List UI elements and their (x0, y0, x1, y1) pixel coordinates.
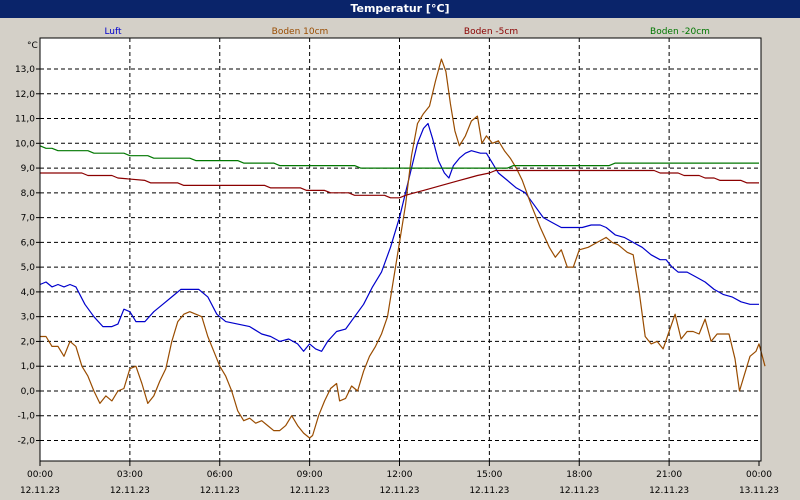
legend-item: Boden -5cm (464, 27, 518, 37)
y-axis-unit: °C (27, 41, 38, 51)
y-tick-label: 3,0 (21, 313, 36, 323)
legend-item: Boden 10cm (272, 27, 329, 37)
legend-item: Boden -20cm (650, 27, 710, 37)
y-tick-label: 8,0 (21, 189, 36, 199)
x-tick-date: 12.11.23 (379, 486, 419, 496)
x-tick-time: 12:00 (387, 470, 413, 480)
series-line-boden-5cm (40, 169, 759, 199)
y-tick-label: 10,0 (15, 139, 35, 149)
x-tick-date: 12.11.23 (20, 486, 60, 496)
x-tick-date: 12.11.23 (649, 486, 689, 496)
x-tick-time: 03:00 (117, 470, 143, 480)
x-tick-time: 00:00 (27, 470, 53, 480)
y-tick-label: 9,0 (21, 164, 36, 174)
chart-title: Temperatur [°C] (0, 0, 800, 18)
x-tick-date: 12.11.23 (290, 486, 330, 496)
x-tick-date: 12.11.23 (110, 486, 150, 496)
y-tick-label: 2,0 (21, 337, 36, 347)
y-tick-label: 0,0 (21, 387, 36, 397)
y-tick-label: 4,0 (21, 288, 36, 298)
x-tick-date: 12.11.23 (559, 486, 599, 496)
y-tick-label: 5,0 (21, 263, 36, 273)
plot-area (40, 38, 761, 461)
x-tick-time: 06:00 (207, 470, 233, 480)
legend-item: Luft (104, 27, 122, 37)
x-tick-time: 21:00 (656, 470, 682, 480)
series-line-boden-10cm (40, 58, 766, 439)
x-tick-time: 00:00 (746, 470, 772, 480)
x-tick-date: 12.11.23 (200, 486, 240, 496)
temperature-chart: -2,0 -1,0 0,0 1,0 2,0 3,0 4,0 5,0 6,0 7,0 8,0 9,0 10… (15, 27, 779, 496)
x-tick-time: 15:00 (476, 470, 502, 480)
series-line-boden-20cm (39, 145, 759, 169)
plot-frame (39, 37, 762, 462)
y-tick-label: 11,0 (15, 115, 35, 125)
y-tick-label: -2,0 (17, 437, 35, 447)
y-tick-label: 7,0 (21, 214, 36, 224)
x-tick-date: 12.11.23 (469, 486, 509, 496)
x-tick-time: 18:00 (566, 470, 592, 480)
y-tick-label: 6,0 (21, 238, 36, 248)
y-tick-label: 1,0 (21, 362, 36, 372)
x-tick-time: 09:00 (297, 470, 323, 480)
x-tick-date: 13.11.23 (739, 486, 779, 496)
y-tick-label: 13,0 (15, 65, 35, 75)
y-tick-label: 12,0 (15, 90, 35, 100)
y-tick-label: -1,0 (17, 412, 35, 422)
